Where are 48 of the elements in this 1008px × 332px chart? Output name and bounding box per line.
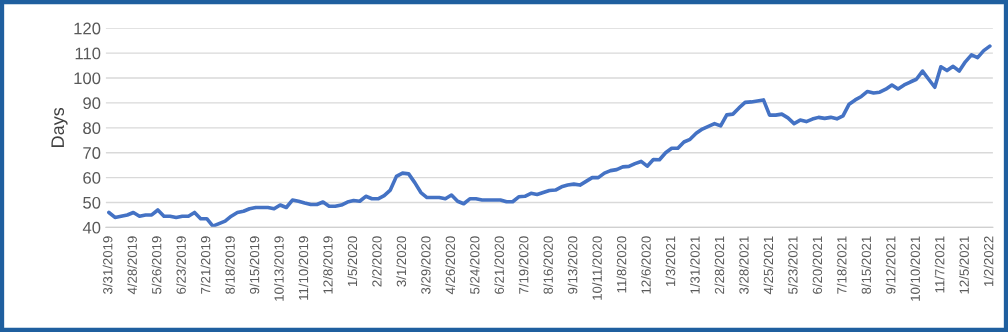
x-tick-label: 10/10/2021 (910, 236, 920, 301)
x-tick-label: 12/6/2020 (641, 236, 651, 294)
y-tick-label: 100 (74, 72, 101, 85)
x-tick-label: 5/23/2021 (787, 236, 798, 294)
y-tick-label: 110 (75, 47, 101, 60)
x-tick-label: 2/28/2021 (714, 236, 725, 294)
x-tick-label: 3/28/2021 (738, 236, 749, 294)
x-tick-label: 4/28/2019 (127, 236, 137, 295)
x-tick-label: 11/7/2021 (934, 236, 945, 293)
x-tick-label: 5/26/2019 (151, 236, 162, 294)
x-tick-label: 6/23/2019 (176, 236, 186, 294)
x-tick-label: 9/13/2020 (567, 236, 578, 294)
x-tick-label: 3/31/2019 (102, 236, 113, 294)
x-tick-label: 10/11/2020 (592, 236, 602, 300)
y-tick-label: 60 (83, 172, 101, 184)
x-tick-label: 5/24/2020 (469, 236, 480, 294)
x-tick-label: 1/5/2020 (347, 236, 358, 287)
x-tick-label: 8/15/2021 (861, 236, 872, 294)
x-tick-label: 11/8/2020 (616, 236, 627, 293)
x-tick-label: 9/12/2021 (885, 236, 896, 294)
x-tick-label: 12/5/2021 (959, 236, 969, 294)
y-tick-label: 70 (83, 147, 101, 159)
x-tick-label: 3/29/2020 (420, 236, 431, 294)
x-tick-label: 7/21/2019 (200, 236, 211, 294)
y-tick-label: 90 (83, 97, 101, 110)
x-tick-label: 1/31/2021 (690, 236, 700, 294)
line-series (107, 44, 992, 228)
x-tick-label: 2/2/2020 (371, 236, 382, 287)
y-axis-title: Days (51, 107, 68, 147)
x-tick-label: 12/8/2019 (322, 236, 333, 294)
x-tick-label: 6/20/2021 (812, 236, 823, 294)
y-tick-label: 50 (83, 196, 101, 209)
x-tick-label: 1/2/2022 (983, 236, 994, 287)
x-tick-label: 4/25/2021 (763, 236, 774, 295)
y-tick-label: 80 (83, 122, 101, 135)
x-tick-label: 8/18/2019 (225, 236, 235, 294)
x-tick-label: 7/18/2021 (836, 236, 847, 294)
y-tick-label: 120 (74, 22, 101, 35)
y-tick-label: 40 (82, 221, 101, 234)
x-tick-label: 1/3/2021 (665, 236, 676, 287)
x-tick-label: 9/15/2019 (249, 236, 260, 294)
x-tick-label: 8/16/2020 (543, 236, 553, 294)
x-tick-label: 11/10/2019 (298, 236, 309, 300)
x-tick-label: 3/1/2020 (396, 236, 407, 287)
x-tick-label: 6/21/2020 (494, 236, 504, 294)
x-tick-label: 4/26/2020 (445, 236, 456, 295)
x-tick-label: 7/19/2020 (518, 236, 529, 294)
x-tick-label: 10/13/2019 (274, 236, 284, 301)
